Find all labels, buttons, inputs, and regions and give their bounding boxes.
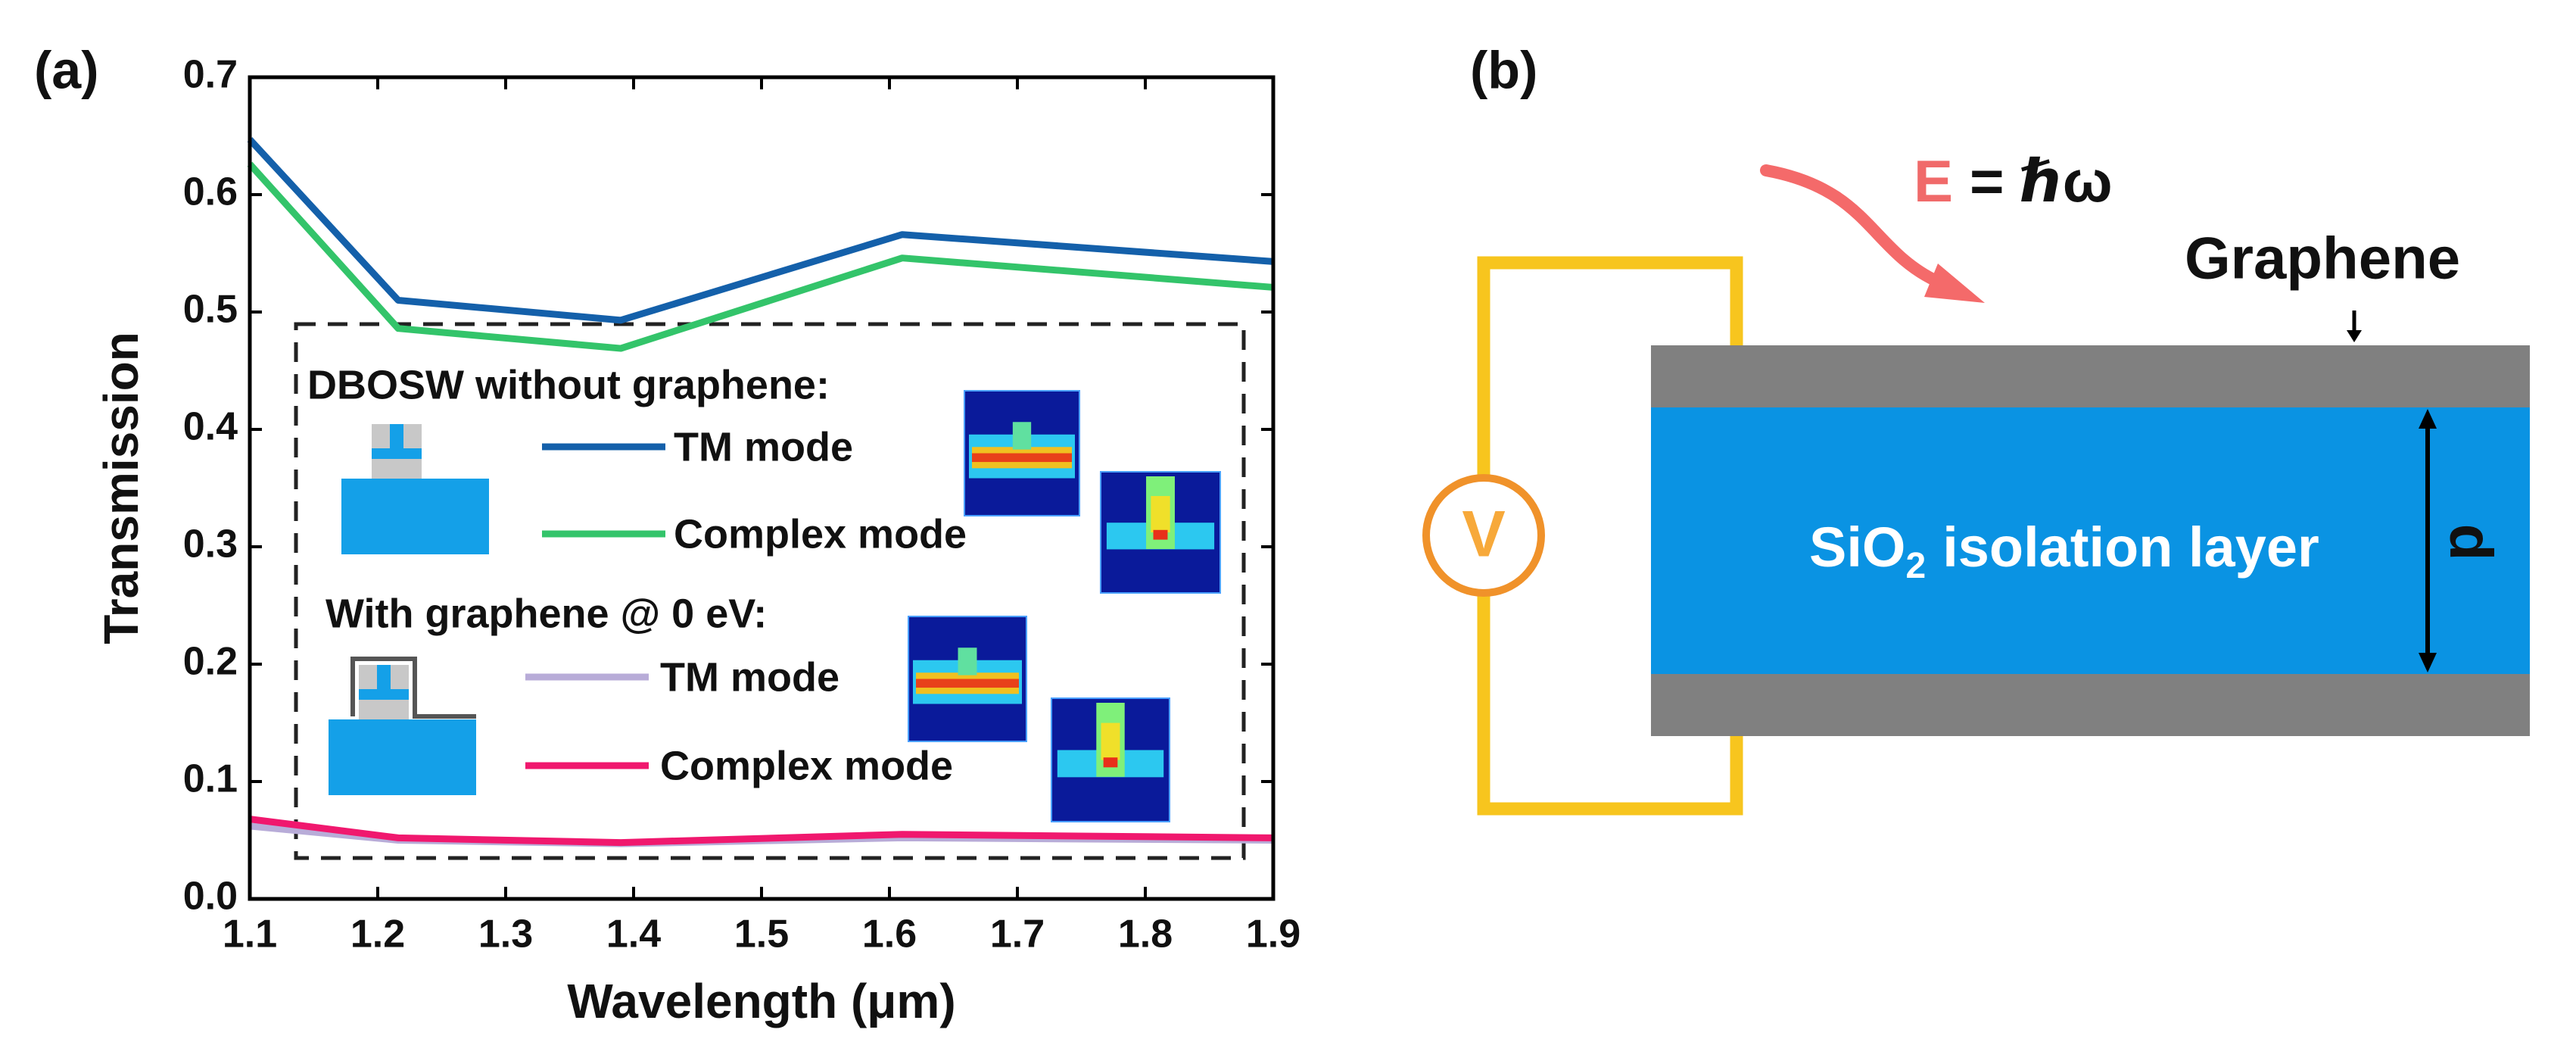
panel-label: (b) — [1470, 40, 1537, 99]
y-tick-label: 0.1 — [183, 757, 238, 801]
panel-label: (a) — [34, 40, 99, 99]
slot-stem — [377, 665, 391, 695]
y-tick-label: 0.6 — [183, 170, 238, 214]
device-schematic — [341, 424, 489, 554]
x-tick-label: 1.1 — [223, 913, 277, 956]
field-map — [1100, 471, 1221, 594]
diagram: V SiO2 isolation layer d Graphene E = ℏω — [1422, 148, 2530, 816]
graphene-label: Graphene — [2185, 225, 2460, 292]
field-peak — [1153, 529, 1168, 540]
legend-group-title: DBOSW without graphene: — [307, 362, 830, 407]
photon-energy: = ℏω — [1970, 148, 2113, 214]
series-line — [247, 137, 1274, 324]
field-hot — [1151, 496, 1170, 532]
legend-group-title: With graphene @ 0 eV: — [326, 591, 767, 636]
substrate — [341, 479, 489, 554]
photon-arrowhead — [1924, 264, 1985, 303]
legend-label: Complex mode — [674, 511, 967, 557]
field-map — [1051, 697, 1170, 822]
photon-label: E = ℏω — [1914, 148, 2113, 214]
field-map — [908, 616, 1027, 742]
photon-arrow — [1760, 164, 1944, 288]
legend-label: Complex mode — [660, 743, 953, 788]
x-tick-label: 1.2 — [350, 913, 405, 956]
field-stem — [958, 647, 977, 676]
x-tick-label: 1.9 — [1246, 913, 1300, 956]
field-hot — [972, 453, 1072, 463]
thickness-label: d — [2437, 524, 2505, 561]
layer-label: SiO2 isolation layer — [1809, 516, 2319, 586]
x-axis-title: Wavelength (μm) — [567, 974, 955, 1028]
y-tick-label: 0.7 — [183, 53, 238, 97]
x-tick-label: 1.3 — [478, 913, 533, 956]
field-hot — [916, 679, 1019, 688]
substrate — [329, 719, 476, 795]
y-axis-title: Transmission — [94, 332, 148, 644]
legend-label: TM mode — [674, 424, 853, 470]
layer-label-text: isolation layer — [1942, 516, 2319, 579]
device-schematic — [329, 657, 476, 795]
x-tick-label: 1.7 — [990, 913, 1045, 956]
field-map — [964, 390, 1080, 516]
x-tick-label: 1.6 — [862, 913, 917, 956]
y-tick-label: 0.2 — [183, 640, 238, 684]
x-tick-label: 1.8 — [1118, 913, 1173, 956]
voltage-label: V — [1462, 498, 1505, 571]
legend-box — [294, 322, 1246, 860]
series-line — [249, 816, 1274, 847]
slot-stem — [390, 424, 403, 454]
y-tick-label: 0.3 — [183, 523, 238, 566]
x-tick-label: 1.5 — [734, 913, 789, 956]
layer-label-subscript: 2 — [1905, 546, 1926, 586]
legend-label: TM mode — [660, 654, 839, 700]
graphene-pointer-head — [2347, 330, 2362, 342]
field-peak — [1103, 757, 1118, 768]
field-stem — [1012, 422, 1032, 450]
voltage-source — [1422, 474, 1545, 597]
graphene-cladding — [350, 657, 476, 719]
y-tick-label: 0.0 — [183, 875, 238, 919]
plot-frame — [248, 75, 1276, 901]
field-hot — [1101, 722, 1120, 760]
series-line — [247, 161, 1274, 352]
layer-label-text: SiO — [1809, 516, 1905, 579]
y-tick-label: 0.5 — [183, 288, 238, 332]
sio2-layer — [1651, 407, 2530, 674]
y-tick-label: 0.4 — [183, 405, 238, 449]
x-tick-label: 1.4 — [606, 913, 661, 956]
photon-symbol: E — [1914, 148, 1953, 214]
